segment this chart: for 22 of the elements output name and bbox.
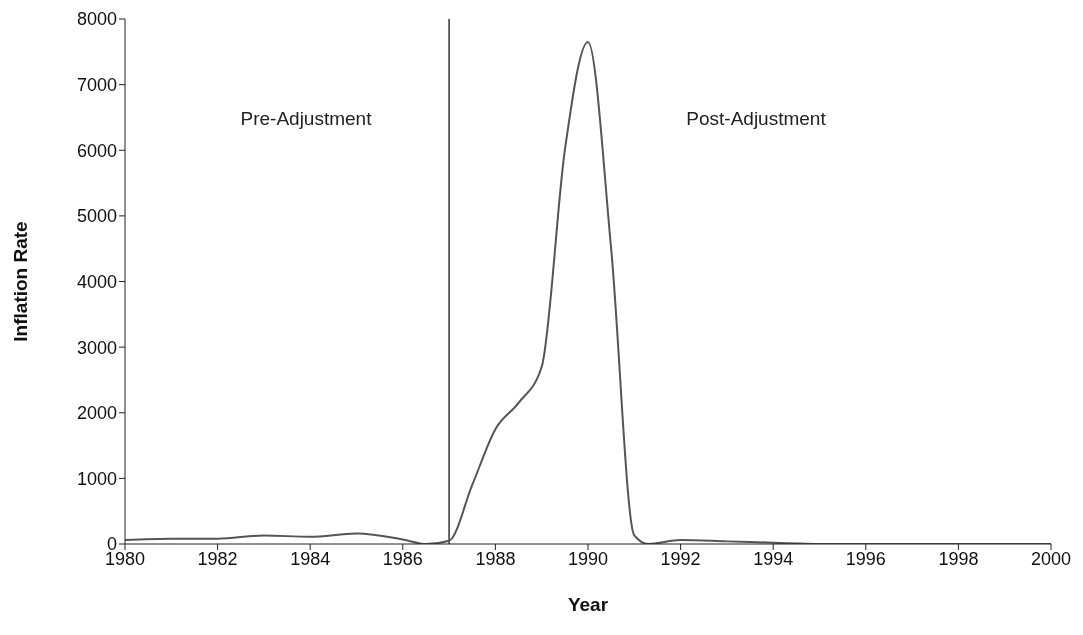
y-tick-label: 7000 xyxy=(76,75,117,96)
y-tick-label: 1000 xyxy=(76,468,117,489)
annotation: Post-Adjustment xyxy=(685,108,827,130)
x-tick-label: 1982 xyxy=(197,548,238,569)
x-tick-label: 1998 xyxy=(938,548,979,569)
x-tick-label: 2000 xyxy=(1030,548,1072,569)
x-tick-label: 1986 xyxy=(382,548,423,569)
annotation: Pre-Adjustment xyxy=(239,108,373,130)
y-tick-label: 5000 xyxy=(76,206,117,227)
y-tick-label: 6000 xyxy=(76,140,117,161)
x-tick-label: 1990 xyxy=(567,548,609,569)
y-tick-label: 3000 xyxy=(76,337,117,358)
y-tick-label: 2000 xyxy=(76,403,117,424)
x-tick-label: 1994 xyxy=(753,548,794,569)
x-tick-label: 1992 xyxy=(660,548,701,569)
x-tick-label: 1996 xyxy=(845,548,886,569)
y-axis-title: Inflation Rate xyxy=(9,221,31,342)
y-tick-label: 4000 xyxy=(76,271,117,292)
y-tick-label: 8000 xyxy=(76,9,117,30)
x-tick-label: 1988 xyxy=(475,548,516,569)
x-axis-title: Year xyxy=(567,594,609,615)
x-tick-label: 1984 xyxy=(290,548,331,569)
